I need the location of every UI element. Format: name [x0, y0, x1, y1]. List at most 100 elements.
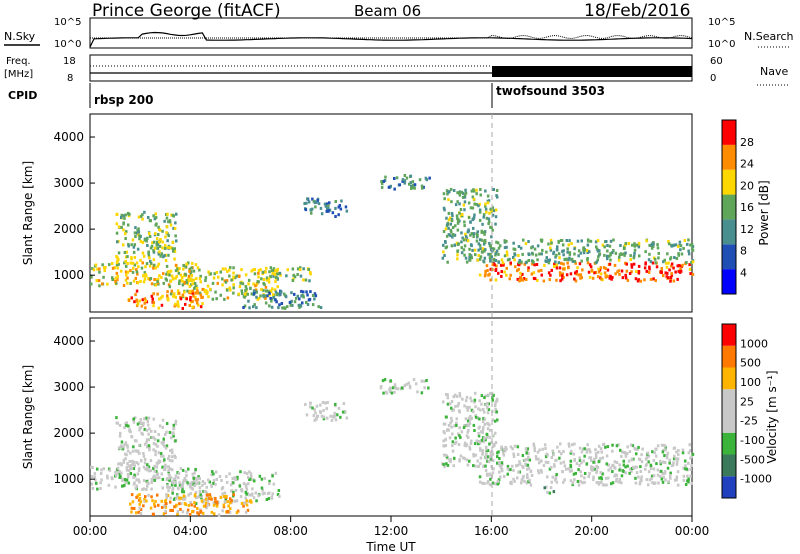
data-cell [536, 258, 539, 262]
data-cell [205, 485, 208, 489]
data-cell [191, 472, 194, 476]
data-cell [222, 494, 226, 498]
data-cell [152, 266, 155, 270]
data-cell [506, 467, 510, 471]
data-cell [468, 459, 471, 463]
data-cell [562, 480, 565, 484]
data-cell [305, 201, 308, 205]
data-cell [596, 275, 600, 279]
data-cell [607, 463, 610, 467]
data-cell [461, 397, 464, 401]
data-cell [132, 417, 136, 421]
data-cell [647, 470, 651, 474]
power-data-cells [90, 174, 695, 310]
data-cell [181, 283, 185, 287]
data-cell [448, 190, 451, 194]
data-cell [662, 448, 665, 452]
data-cell [179, 273, 183, 277]
data-cell [265, 498, 269, 501]
data-cell [463, 443, 466, 447]
data-cell [170, 448, 174, 452]
data-cell [241, 292, 244, 295]
data-cell [580, 461, 583, 465]
data-cell [553, 478, 557, 482]
data-cell [499, 475, 502, 479]
data-cell [549, 486, 553, 490]
data-cell [628, 450, 632, 454]
data-cell [116, 274, 119, 278]
data-cell [475, 232, 479, 236]
data-cell [659, 270, 663, 274]
data-cell [244, 496, 247, 500]
data-cell [445, 393, 448, 396]
data-cell [320, 414, 324, 418]
data-cell [144, 299, 147, 303]
data-cell [455, 214, 459, 218]
data-cell [687, 249, 690, 253]
data-cell [501, 261, 505, 265]
data-cell [272, 274, 275, 278]
data-cell [526, 467, 529, 471]
cpid-program-2: twofsound 3503 [496, 84, 605, 98]
data-cell [188, 304, 191, 307]
data-cell [345, 416, 349, 420]
data-cell [471, 218, 474, 222]
data-cell [479, 188, 482, 191]
data-cell [130, 296, 133, 300]
data-cell [466, 408, 469, 412]
data-cell [147, 444, 151, 448]
data-cell [268, 270, 271, 274]
data-cell [519, 271, 522, 275]
data-cell [484, 207, 488, 211]
data-cell [333, 411, 336, 415]
data-cell [676, 483, 680, 487]
data-cell [681, 451, 685, 455]
data-cell [547, 261, 551, 265]
data-cell [165, 493, 168, 497]
data-cell [547, 271, 551, 275]
data-cell [459, 454, 463, 458]
data-cell [269, 266, 273, 270]
data-cell [609, 466, 613, 470]
data-cell [171, 274, 174, 278]
data-cell [481, 428, 485, 432]
data-cell [458, 191, 461, 195]
data-cell [689, 474, 692, 478]
data-cell [270, 269, 274, 273]
data-cell [211, 470, 214, 474]
data-cell [468, 255, 471, 259]
data-cell [668, 461, 671, 465]
data-cell [670, 273, 674, 277]
data-cell [635, 243, 639, 247]
data-cell [146, 463, 149, 467]
data-cell [650, 244, 653, 247]
data-cell [528, 478, 531, 482]
data-cell [667, 240, 670, 243]
data-cell [484, 272, 487, 276]
data-cell [490, 209, 493, 213]
data-cell [166, 465, 170, 469]
data-cell [456, 253, 459, 257]
data-cell [526, 447, 529, 451]
data-cell [154, 283, 158, 287]
data-cell [654, 447, 657, 451]
data-cell [544, 259, 547, 263]
data-cell [158, 424, 162, 428]
data-cell [531, 260, 535, 263]
data-cell [499, 244, 502, 248]
data-cell [464, 399, 468, 403]
data-cell [568, 256, 571, 260]
data-cell [314, 205, 317, 209]
data-cell [489, 453, 493, 457]
velocity-data-cells [90, 378, 695, 517]
data-cell [479, 462, 482, 466]
data-cell [274, 290, 278, 294]
data-cell [487, 220, 491, 224]
data-cell [203, 490, 207, 493]
data-cell [581, 481, 584, 485]
data-cell [277, 272, 280, 276]
data-cell [165, 496, 169, 500]
data-cell [620, 269, 624, 273]
data-cell [623, 253, 626, 257]
data-cell [149, 259, 152, 263]
